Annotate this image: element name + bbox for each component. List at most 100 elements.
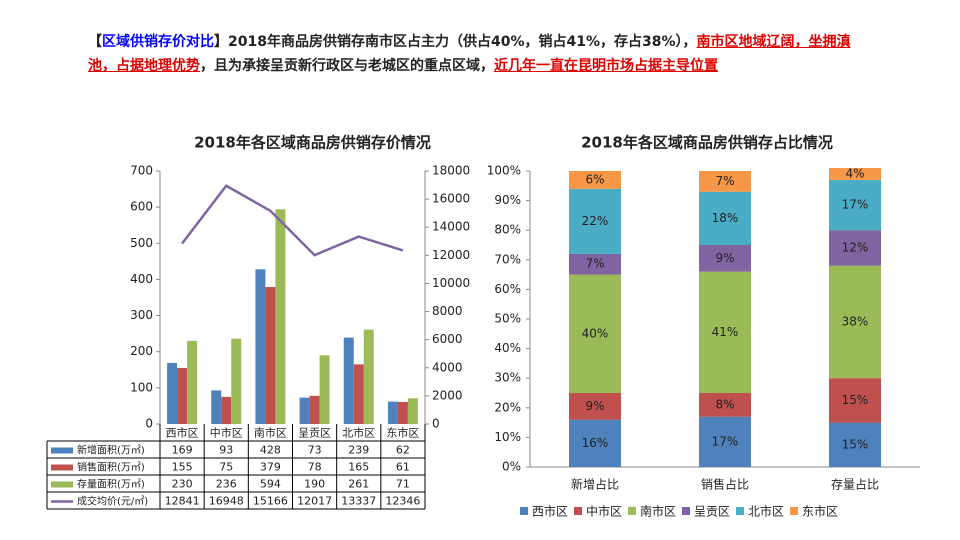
table-value: 73 bbox=[308, 444, 322, 457]
legend-key bbox=[520, 507, 528, 515]
header-text: 【 bbox=[88, 34, 102, 50]
legend-label: 南市区 bbox=[640, 504, 676, 519]
value-label: 7% bbox=[715, 174, 734, 188]
table-value: 78 bbox=[308, 461, 322, 474]
y2-tick-label: 16000 bbox=[432, 192, 470, 206]
bar-segment bbox=[829, 168, 881, 180]
x-tick-label: 新增占比 bbox=[571, 477, 619, 492]
value-label: 15% bbox=[842, 393, 869, 407]
bar-segment bbox=[829, 422, 881, 467]
table-value: 190 bbox=[304, 478, 325, 491]
table-value: 15166 bbox=[253, 495, 288, 508]
y-tick-label: 90% bbox=[494, 193, 521, 207]
bar bbox=[255, 269, 266, 424]
table-value: 71 bbox=[396, 478, 410, 491]
header-text: 】2018年商品房供销存南市区占主力（供占40%，销占41%，存占38%）， bbox=[214, 34, 697, 50]
value-label: 17% bbox=[842, 198, 869, 212]
value-label: 38% bbox=[842, 314, 869, 328]
line bbox=[181, 184, 404, 257]
x-tick-label: 东市区 bbox=[386, 426, 419, 440]
bar bbox=[177, 367, 188, 424]
legend-label: 成交均价(元/㎡) bbox=[77, 495, 148, 508]
legend-label: 存量面积(万㎡) bbox=[77, 478, 145, 491]
chart-title: 2018年各区域商品房供销存占比情况 bbox=[581, 134, 833, 152]
y-tick-label: 700 bbox=[130, 164, 153, 178]
table-value: 428 bbox=[260, 444, 281, 457]
legend-key bbox=[51, 464, 73, 471]
legend-key bbox=[574, 507, 582, 515]
value-label: 41% bbox=[712, 325, 739, 339]
bar bbox=[265, 287, 276, 424]
bar bbox=[353, 364, 364, 424]
bar bbox=[363, 329, 374, 424]
bar-segment bbox=[829, 378, 881, 423]
value-label: 16% bbox=[582, 436, 609, 450]
bar bbox=[397, 401, 408, 424]
value-label: 22% bbox=[582, 214, 609, 228]
y-tick-label: 600 bbox=[130, 200, 153, 214]
y2-tick-label: 14000 bbox=[432, 220, 470, 234]
legend-key bbox=[682, 507, 690, 515]
y2-tick-label: 0 bbox=[432, 417, 440, 431]
bar-segment bbox=[829, 179, 881, 231]
table-value: 236 bbox=[216, 478, 237, 491]
value-label: 12% bbox=[842, 240, 869, 254]
legend-key bbox=[790, 507, 798, 515]
header-text: ，且为承接呈贡新行政区与老城区的重点区域， bbox=[200, 58, 494, 74]
y2-tick-label: 12000 bbox=[432, 248, 470, 262]
y-tick-label: 40% bbox=[494, 341, 521, 355]
y-tick-label: 30% bbox=[494, 371, 521, 385]
legend-key bbox=[628, 507, 636, 515]
y-tick-label: 400 bbox=[130, 272, 153, 286]
x-tick-label: 北市区 bbox=[342, 426, 375, 440]
value-label: 4% bbox=[845, 166, 864, 180]
bar-segment bbox=[699, 416, 751, 467]
legend-label: 中市区 bbox=[586, 504, 622, 519]
y2-tick-label: 10000 bbox=[432, 276, 470, 290]
table-value: 75 bbox=[219, 461, 233, 474]
legend-label: 北市区 bbox=[748, 504, 784, 519]
legend-label: 东市区 bbox=[802, 504, 838, 519]
value-label: 7% bbox=[585, 257, 604, 271]
header-text: 近几年一直在昆明市场占据主导位置 bbox=[494, 58, 718, 74]
table-value: 239 bbox=[348, 444, 369, 457]
bar-segment bbox=[569, 188, 621, 254]
bar bbox=[187, 340, 198, 424]
y-tick-label: 500 bbox=[130, 236, 153, 250]
x-tick-label: 销售占比 bbox=[701, 477, 749, 492]
bar-segment bbox=[699, 271, 751, 393]
value-label: 17% bbox=[712, 434, 739, 448]
bar bbox=[343, 337, 354, 424]
bar bbox=[221, 396, 232, 424]
y-tick-label: 0% bbox=[502, 460, 521, 474]
y2-tick-label: 6000 bbox=[432, 332, 463, 346]
legend-key bbox=[51, 481, 73, 488]
table-value: 61 bbox=[396, 461, 410, 474]
bar bbox=[299, 397, 310, 424]
table-value: 261 bbox=[348, 478, 369, 491]
table-value: 165 bbox=[348, 461, 369, 474]
header-text: 南市区地域辽阔，坐拥滇池，占据地理优势 bbox=[88, 34, 851, 74]
y-tick-label: 60% bbox=[494, 282, 521, 296]
y-tick-label: 0 bbox=[145, 417, 153, 431]
table-value: 230 bbox=[172, 478, 193, 491]
table-value: 62 bbox=[396, 444, 410, 457]
table-value: 594 bbox=[260, 478, 281, 491]
value-label: 9% bbox=[585, 399, 604, 413]
legend-label: 西市区 bbox=[532, 504, 568, 519]
table-value: 16948 bbox=[209, 495, 244, 508]
value-label: 9% bbox=[715, 251, 734, 265]
bar bbox=[231, 338, 242, 424]
x-tick-label: 南市区 bbox=[254, 426, 287, 440]
table-value: 12346 bbox=[385, 495, 420, 508]
bar bbox=[275, 209, 286, 424]
y-tick-label: 80% bbox=[494, 223, 521, 237]
x-tick-label: 呈贡区 bbox=[298, 427, 331, 440]
y2-tick-label: 2000 bbox=[432, 388, 463, 402]
x-tick-label: 西市区 bbox=[166, 426, 199, 440]
x-tick-label: 中市区 bbox=[210, 426, 243, 440]
y-tick-label: 300 bbox=[130, 308, 153, 322]
y2-tick-label: 8000 bbox=[432, 304, 463, 318]
legend-label: 新增面积(万㎡) bbox=[77, 444, 145, 457]
value-label: 6% bbox=[585, 172, 604, 186]
